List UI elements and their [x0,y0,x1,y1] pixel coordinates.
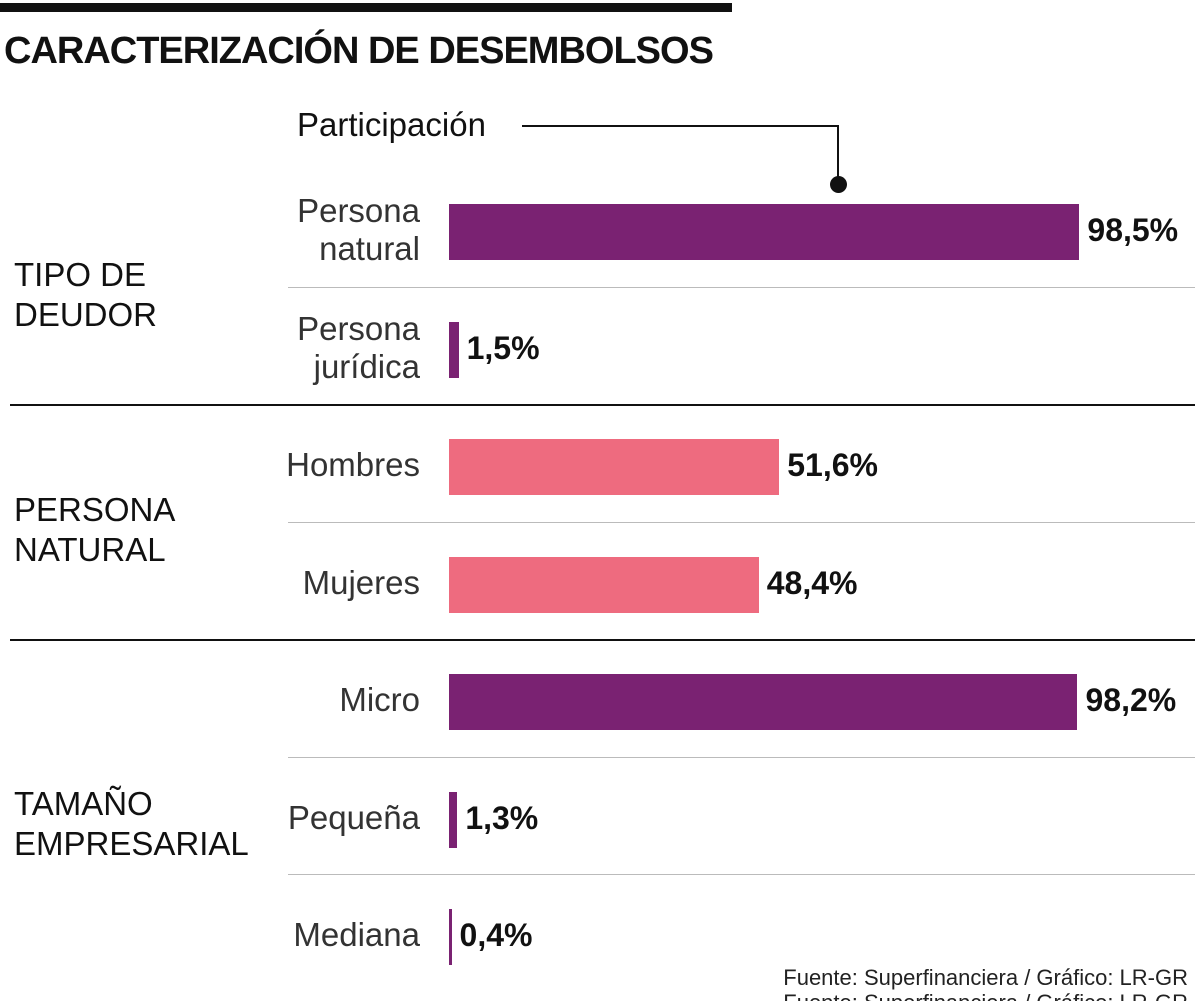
category-label: Persona [297,309,420,347]
chart-title: CARACTERIZACIÓN DE DESEMBOLSOS [4,30,714,72]
bar [449,556,759,613]
value-label: 98,2% [1085,682,1177,718]
bar [449,204,1080,260]
group-label: NATURAL [14,530,166,568]
bar [449,321,459,378]
group-label: DEUDOR [14,295,158,333]
bar [449,674,1078,730]
value-label: 51,6% [787,447,878,483]
group-label: TIPO DE [14,255,147,293]
value-label: 0,4% [459,917,533,953]
annotation-label: Participación [297,106,486,143]
annotation-leader-line-vertical [837,125,839,182]
title-rule [0,3,732,12]
category-label: Micro [339,681,420,718]
group-label: PERSONA [14,490,176,528]
category-label: Persona [297,192,420,229]
bar [449,909,452,965]
source-note-cutoff: Fuente: Superfinanciera / Gráfico: LR-GR [783,990,1188,1001]
category-label: Hombres [286,446,420,483]
annotation-leader-line [522,125,839,127]
group-divider [10,404,1195,407]
source-note: Fuente: Superfinanciera / Gráfico: LR-GR [783,965,1188,990]
row-separator [288,756,1195,758]
value-label: 1,3% [465,799,539,836]
group-label: TAMAÑO [14,784,153,822]
value-label: 1,5% [466,329,540,366]
annotation-dot [830,176,847,193]
value-label: 98,5% [1087,212,1179,248]
category-label: natural [319,230,420,267]
row-separator [288,874,1195,876]
group-label: EMPRESARIAL [14,824,249,862]
category-label: jurídica [313,347,420,385]
category-label: Mujeres [302,563,420,601]
group-divider [10,639,1195,642]
row-separator [288,286,1195,288]
bar [449,439,780,495]
category-label: Pequeña [287,798,420,836]
bar [449,791,458,848]
value-label: 48,4% [766,564,858,601]
category-label: Mediana [293,916,420,953]
row-separator [288,521,1195,523]
